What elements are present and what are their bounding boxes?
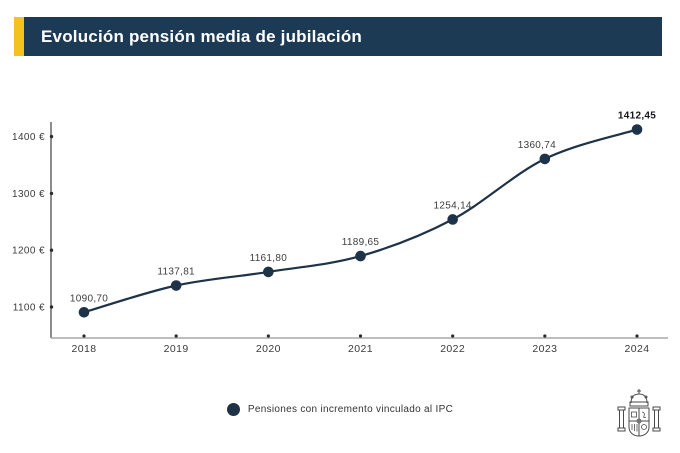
x-tick — [635, 334, 639, 338]
page-title: Evolución pensión media de jubilación — [41, 26, 363, 46]
data-point — [78, 306, 90, 318]
castle-quarter — [631, 411, 637, 418]
data-point — [631, 124, 643, 135]
x-tick — [451, 334, 455, 338]
x-tick-label: 2024 — [625, 343, 650, 355]
data-point — [355, 250, 366, 262]
header-bar: Evolución pensión media de jubilación — [24, 17, 662, 56]
chart-legend: Pensiones con incremento vinculado al IP… — [0, 401, 680, 417]
x-tick-label: 2021 — [348, 343, 373, 355]
x-tick-label: 2020 — [256, 343, 281, 355]
header-accent-bar — [14, 17, 24, 56]
data-point-label: 1189,65 — [342, 237, 380, 248]
data-point — [170, 280, 182, 291]
y-tick-label: 1100 € — [13, 303, 45, 314]
y-tick — [49, 191, 54, 196]
legend-label: Pensiones con incremento vinculado al IP… — [247, 403, 454, 415]
y-tick-label: 1300 € — [12, 189, 45, 200]
data-point — [263, 266, 274, 278]
x-tick — [358, 334, 363, 338]
y-tick — [49, 134, 54, 139]
data-point-label: 1360,74 — [518, 140, 556, 151]
data-point — [447, 214, 458, 225]
x-tick — [266, 334, 270, 338]
data-point-label: 1254,14 — [434, 200, 472, 211]
spain-coat-of-arms-icon — [617, 389, 661, 437]
lion-quarter — [641, 411, 647, 419]
y-tick-label: 1400 € — [12, 132, 45, 143]
series-line — [83, 128, 638, 314]
data-point-label: 1161,80 — [250, 253, 288, 264]
x-tick-label: 2018 — [72, 343, 97, 355]
x-tick — [543, 334, 547, 338]
x-tick-label: 2023 — [532, 343, 557, 355]
x-tick-label: 2019 — [164, 343, 189, 355]
data-point-label: 1412,45 — [618, 111, 656, 122]
y-tick-label: 1200 € — [12, 246, 45, 257]
data-point — [539, 153, 551, 165]
data-point-label: 1090,70 — [70, 293, 108, 304]
header: Evolución pensión media de jubilación — [14, 17, 662, 56]
y-tick — [49, 248, 54, 252]
x-tick — [82, 334, 86, 338]
right-pillar — [654, 409, 659, 429]
x-tick — [174, 334, 178, 338]
x-tick-label: 2022 — [440, 343, 465, 355]
chains-quarter — [641, 424, 647, 430]
center-escutcheon — [636, 418, 642, 424]
shield — [628, 407, 650, 437]
left-pillar — [619, 409, 624, 429]
y-tick — [49, 305, 54, 309]
data-point-label: 1137,81 — [157, 267, 195, 278]
legend-marker-icon — [226, 402, 240, 416]
